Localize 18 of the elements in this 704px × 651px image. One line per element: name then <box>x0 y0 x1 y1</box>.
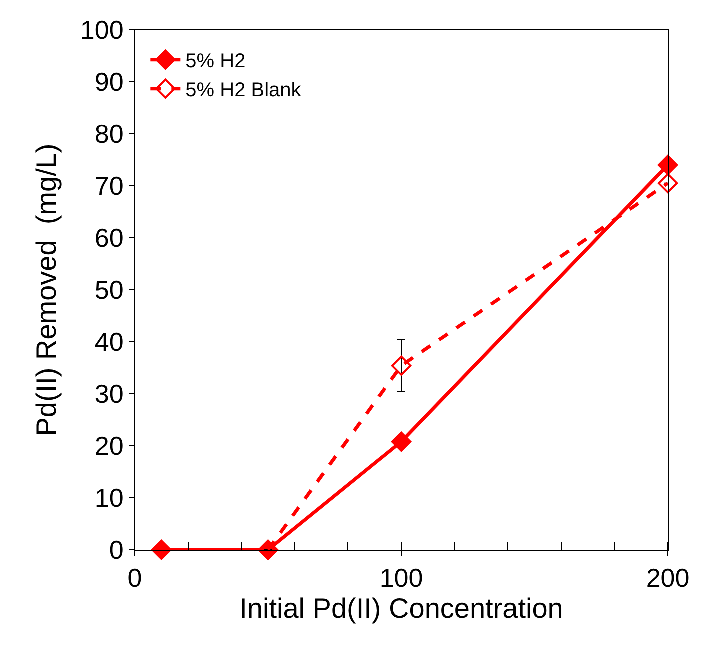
y-tick-label: 50 <box>94 275 124 306</box>
y-axis-title: Pd(II) Removed (mg/L) <box>31 144 62 436</box>
y-tick-label: 20 <box>94 431 124 462</box>
y-tick-label: 70 <box>94 171 124 202</box>
y-tick-label: 10 <box>94 483 124 514</box>
y-tick-label: 40 <box>94 327 124 358</box>
legend-label: 5% H2 Blank <box>186 80 302 102</box>
y-tick-label: 100 <box>80 15 124 46</box>
y-tick-label: 90 <box>94 67 124 98</box>
y-tick-label: 60 <box>94 223 124 254</box>
y-tick-label: 80 <box>94 119 124 150</box>
y-tick-label: 0 <box>109 535 124 566</box>
y-tick-label: 30 <box>94 379 124 410</box>
x-tick-label: 0 <box>128 563 142 594</box>
x-tick-label: 100 <box>380 563 424 594</box>
legend-label: 5% H2 <box>186 50 246 73</box>
x-tick-label: 200 <box>646 563 690 594</box>
x-axis-title: Initial Pd(II) Concentration <box>240 593 564 624</box>
